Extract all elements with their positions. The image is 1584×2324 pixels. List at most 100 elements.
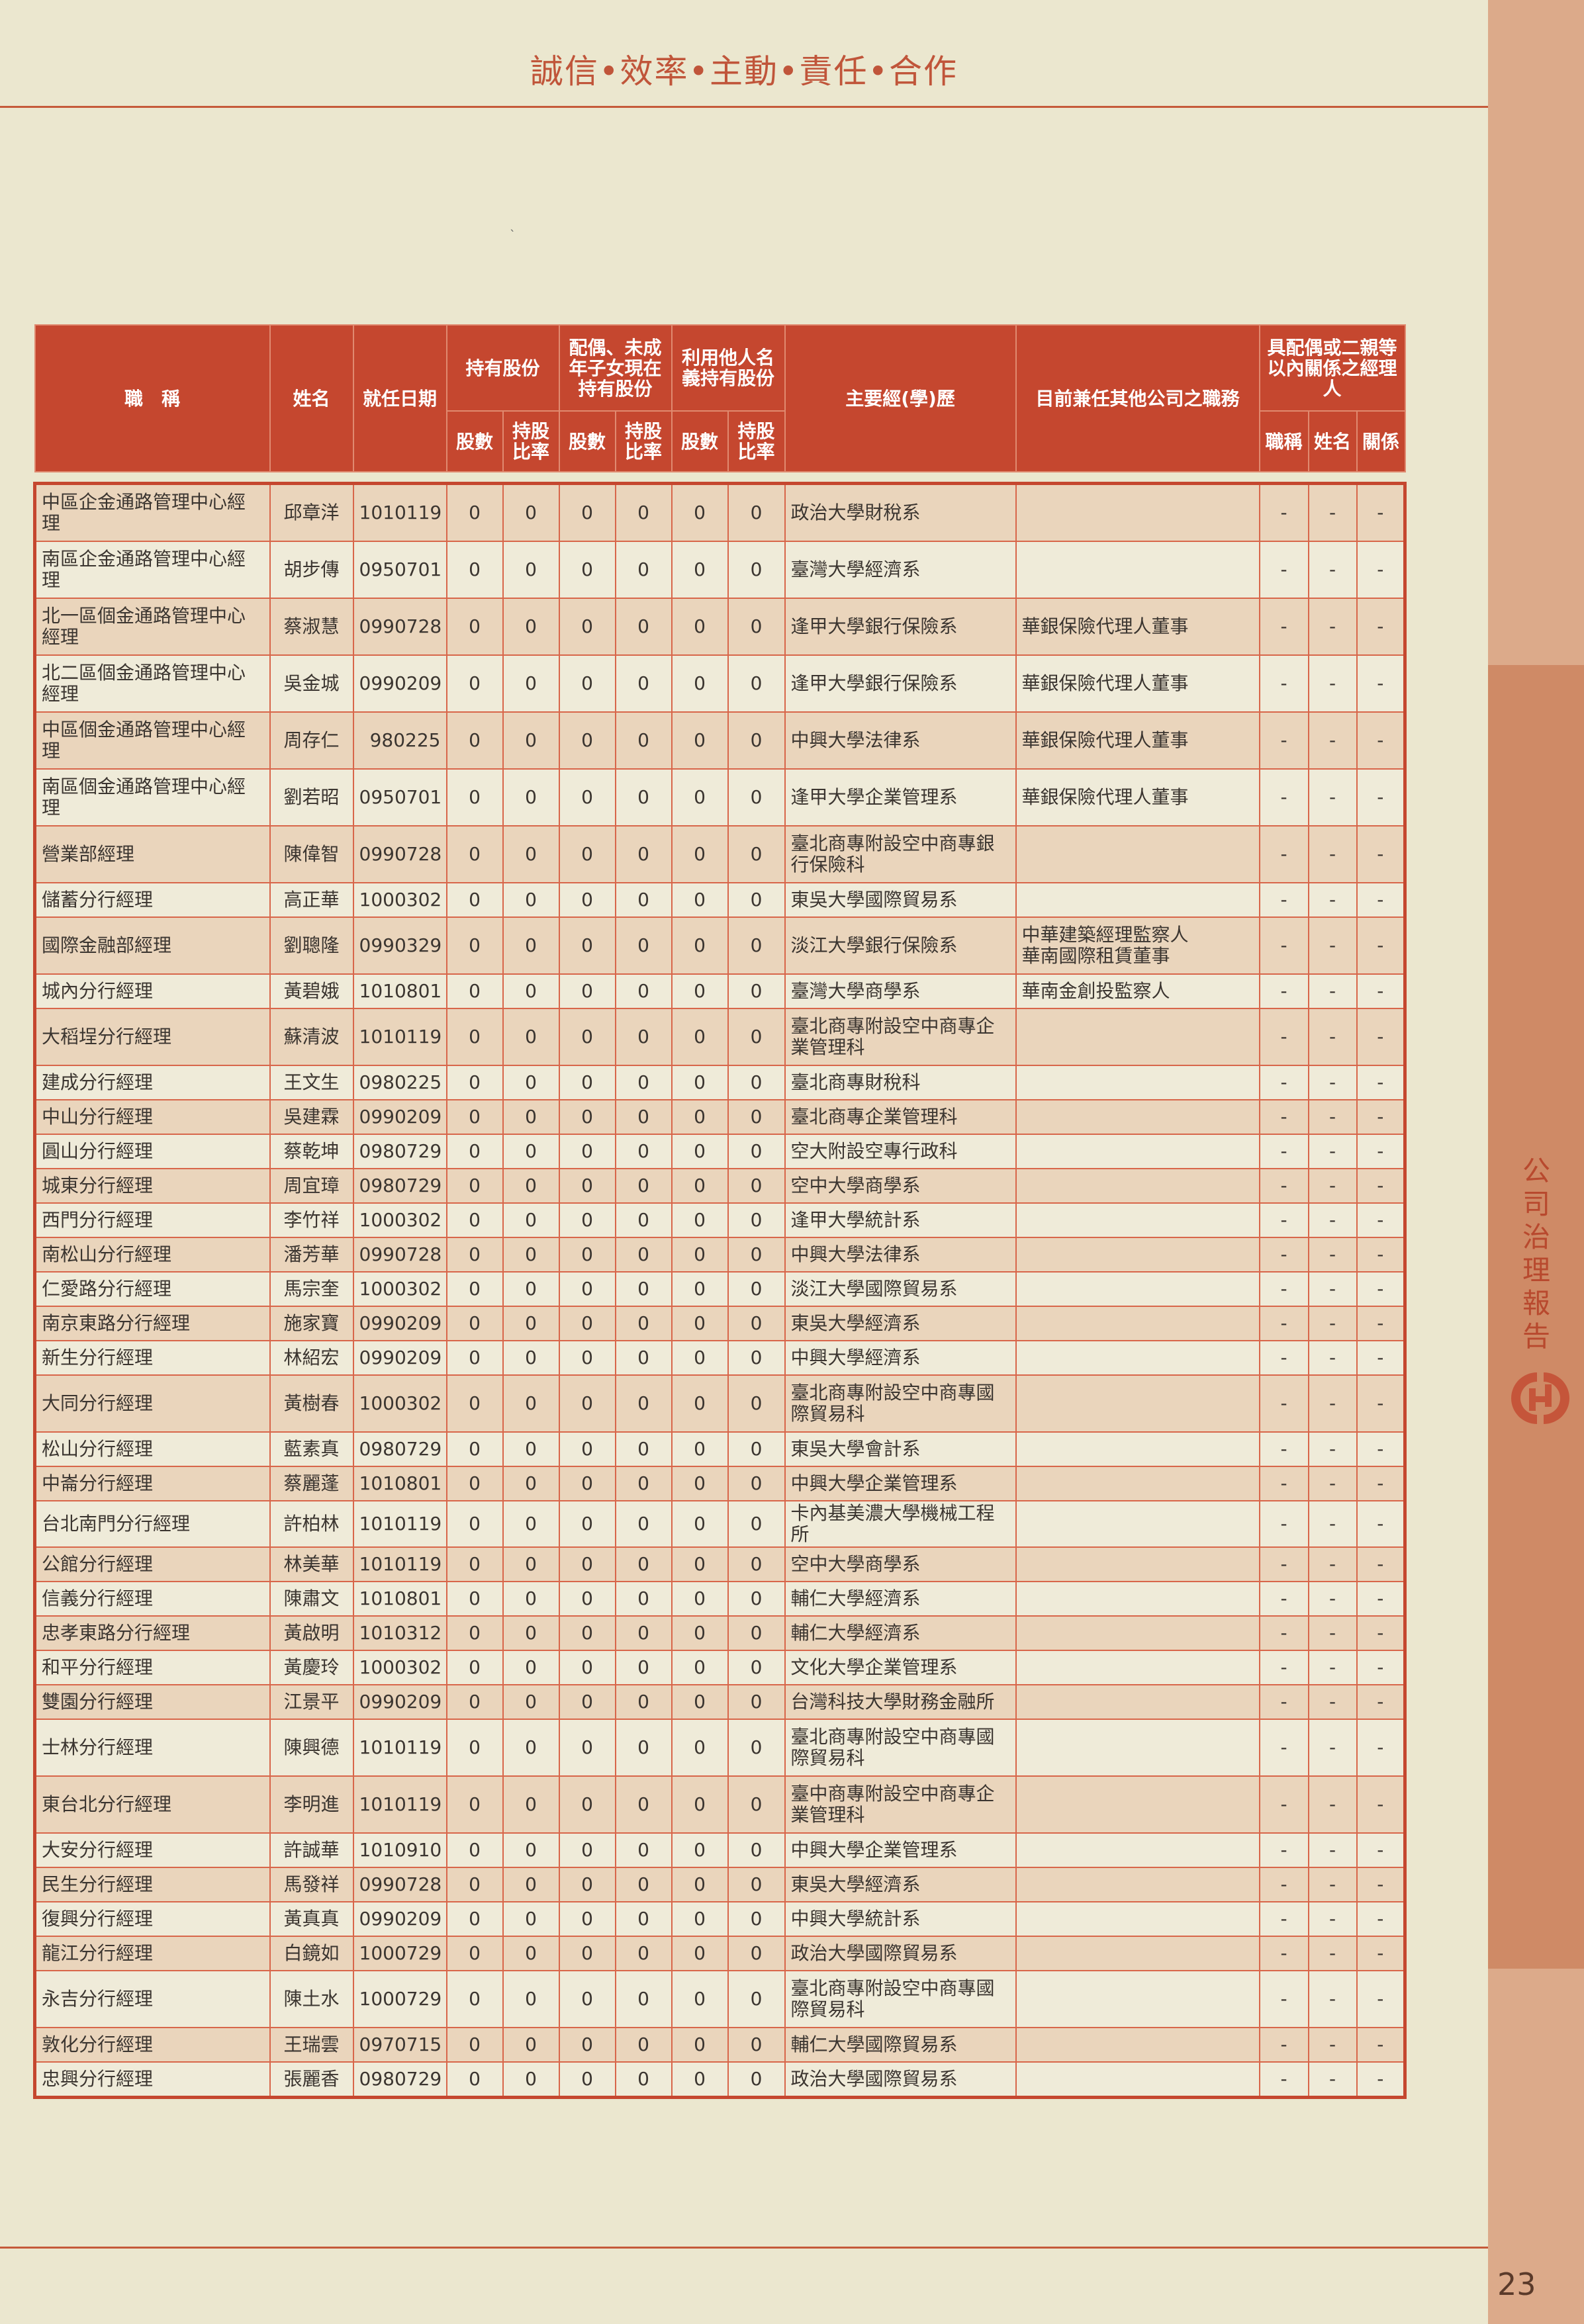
concurrent-cell [1015, 1615, 1260, 1651]
rel-name-cell: - [1307, 1936, 1358, 1971]
title-cell: 中崙分行經理 [34, 1466, 271, 1501]
title-cell: 南區個金通路管理中心經理 [34, 768, 271, 827]
table-row: 國際金融部經理 劉聰隆 0990329 0 0 0 0 0 0 淡江大學銀行保險系 中華建築經理監察… [34, 916, 1406, 975]
title-cell: 南松山分行經理 [34, 1237, 271, 1273]
family-shares-count-cell: 0 [558, 882, 616, 918]
family-shares-ratio-cell: 0 [614, 1202, 673, 1238]
rel-relation-cell: - [1356, 1431, 1406, 1467]
education-cell: 中興大學統計系 [784, 1901, 1017, 1937]
concurrent-cell: 華銀保險代理人董事 [1015, 768, 1260, 827]
rel-name-cell: - [1307, 1775, 1358, 1834]
own-shares-ratio-cell: 0 [502, 1466, 560, 1501]
nominee-shares-count-cell: 0 [671, 1500, 729, 1548]
family-shares-ratio-cell: 0 [614, 1374, 673, 1433]
family-shares-count-cell: 0 [558, 1065, 616, 1100]
nominee-shares-count-cell: 0 [671, 1306, 729, 1341]
concurrent-cell [1015, 1306, 1260, 1341]
education-cell: 中興大學法律系 [784, 711, 1017, 770]
rel-name-cell: - [1307, 1374, 1358, 1433]
nominee-shares-count-cell: 0 [671, 1775, 729, 1834]
family-shares-count-cell: 0 [558, 1237, 616, 1273]
table-row: 復興分行經理 黃真真 0990209 0 0 0 0 0 0 中興大學統計系 - - - [34, 1901, 1406, 1937]
date-cell: 1010119 [352, 1775, 447, 1834]
table-row: 中山分行經理 吳建霖 0990209 0 0 0 0 0 0 臺北商專企業管理科 - - - [34, 1099, 1406, 1135]
education-cell: 輔仁大學國際貿易系 [784, 2027, 1017, 2063]
nominee-shares-count-cell: 0 [671, 1581, 729, 1617]
own-shares-ratio-cell: 0 [502, 2061, 560, 2098]
concurrent-cell [1015, 1065, 1260, 1100]
date-cell: 0950701 [352, 768, 447, 827]
date-cell: 0990329 [352, 916, 447, 975]
rel-title-cell: - [1258, 1546, 1309, 1582]
name-cell: 高正華 [269, 882, 354, 918]
date-cell: 1010119 [352, 1500, 447, 1548]
own-shares-ratio-cell: 0 [502, 1431, 560, 1467]
own-shares-count-cell: 0 [445, 598, 504, 656]
col-family-shares-header: 配偶、未成年子女現在持有股份 [558, 324, 673, 412]
concurrent-cell [1015, 1237, 1260, 1273]
title-cell: 中區企金通路管理中心經理 [34, 482, 271, 542]
title-cell: 士林分行經理 [34, 1719, 271, 1777]
nominee-shares-ratio-cell: 0 [727, 1202, 786, 1238]
rel-title-cell: - [1258, 541, 1309, 599]
concurrent-cell [1015, 1970, 1260, 2028]
own-shares-count-cell: 0 [445, 973, 504, 1009]
rel-relation-cell: - [1356, 1271, 1406, 1307]
title-cell: 城內分行經理 [34, 973, 271, 1009]
date-cell: 1000729 [352, 1936, 447, 1971]
name-cell: 黃樹春 [269, 1374, 354, 1433]
rel-relation-cell: - [1356, 654, 1406, 713]
own-shares-count-cell: 0 [445, 1168, 504, 1204]
family-shares-ratio-cell: 0 [614, 1581, 673, 1617]
table-body: 中區企金通路管理中心經理 邱章洋 1010119 0 0 0 0 0 0 政治大學財稅系 - - - 南區… [34, 482, 1406, 2098]
date-cell: 0970715 [352, 2027, 447, 2063]
concurrent-cell [1015, 1168, 1260, 1204]
date-cell: 1010801 [352, 973, 447, 1009]
family-shares-count-cell: 0 [558, 1202, 616, 1238]
family-shares-count-cell: 0 [558, 541, 616, 599]
concurrent-cell [1015, 1008, 1260, 1066]
title-cell: 城東分行經理 [34, 1168, 271, 1204]
family-shares-count-cell: 0 [558, 1650, 616, 1685]
date-cell: 1000302 [352, 1650, 447, 1685]
col-concurrent-header: 目前兼任其他公司之職務 [1015, 324, 1260, 472]
nominee-shares-ratio-cell: 0 [727, 768, 786, 827]
education-cell: 輔仁大學經濟系 [784, 1581, 1017, 1617]
rel-title-cell: - [1258, 1970, 1309, 2028]
rel-title-cell: - [1258, 2061, 1309, 2098]
rel-relation-cell: - [1356, 598, 1406, 656]
concurrent-cell [1015, 482, 1260, 542]
title-cell: 北一區個金通路管理中心經理 [34, 598, 271, 656]
rel-title-cell: - [1258, 1065, 1309, 1100]
rel-title-cell: - [1258, 598, 1309, 656]
own-shares-count-cell: 0 [445, 1099, 504, 1135]
family-shares-ratio-cell: 0 [614, 482, 673, 542]
date-cell: 1010119 [352, 1546, 447, 1582]
family-shares-ratio-cell: 0 [614, 1008, 673, 1066]
table-row: 信義分行經理 陳肅文 1010801 0 0 0 0 0 0 輔仁大學經濟系 - - - [34, 1581, 1406, 1617]
title-cell: 和平分行經理 [34, 1650, 271, 1685]
own-shares-count-cell: 0 [445, 1065, 504, 1100]
education-cell: 台灣科技大學財務金融所 [784, 1684, 1017, 1720]
family-shares-ratio-cell: 0 [614, 711, 673, 770]
concurrent-cell [1015, 1581, 1260, 1617]
date-cell: 1000302 [352, 1202, 447, 1238]
education-cell: 臺灣大學商學系 [784, 973, 1017, 1009]
nominee-shares-ratio-cell: 0 [727, 916, 786, 975]
nominee-shares-ratio-cell: 0 [727, 654, 786, 713]
rel-relation-cell: - [1356, 1466, 1406, 1501]
rel-name-cell: - [1307, 916, 1358, 975]
table-row: 中崙分行經理 蔡麗蓬 1010801 0 0 0 0 0 0 中興大學企業管理系 - - - [34, 1466, 1406, 1501]
family-shares-count-cell: 0 [558, 654, 616, 713]
family-shares-ratio-cell: 0 [614, 1134, 673, 1169]
rel-title-cell: - [1258, 1431, 1309, 1467]
own-shares-ratio-cell: 0 [502, 1615, 560, 1651]
nominee-shares-ratio-cell: 0 [727, 1546, 786, 1582]
nominee-shares-ratio-cell: 0 [727, 1500, 786, 1548]
rel-relation-cell: - [1356, 1775, 1406, 1834]
title-cell: 大稻埕分行經理 [34, 1008, 271, 1066]
title-cell: 新生分行經理 [34, 1340, 271, 1376]
rel-title-cell: - [1258, 1099, 1309, 1135]
name-cell: 張麗香 [269, 2061, 354, 2098]
education-cell: 逢甲大學銀行保險系 [784, 654, 1017, 713]
